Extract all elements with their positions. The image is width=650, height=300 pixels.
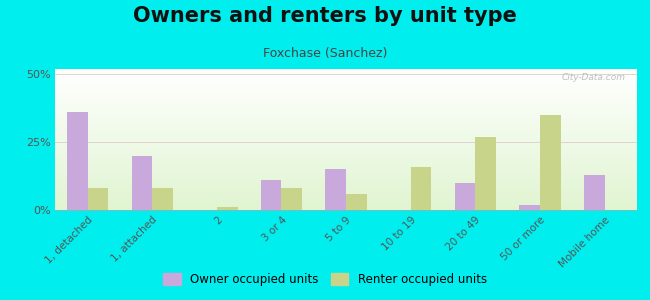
- Text: Foxchase (Sanchez): Foxchase (Sanchez): [263, 46, 387, 59]
- Bar: [519, 205, 540, 210]
- Bar: [261, 180, 281, 210]
- Text: Owners and renters by unit type: Owners and renters by unit type: [133, 6, 517, 26]
- Bar: [281, 188, 302, 210]
- Bar: [540, 115, 561, 210]
- Bar: [152, 188, 173, 210]
- Bar: [88, 188, 109, 210]
- Bar: [475, 137, 496, 210]
- Bar: [346, 194, 367, 210]
- Bar: [411, 167, 432, 210]
- Bar: [455, 183, 475, 210]
- Legend: Owner occupied units, Renter occupied units: Owner occupied units, Renter occupied un…: [159, 268, 491, 291]
- Bar: [326, 169, 346, 210]
- Bar: [131, 156, 152, 210]
- Bar: [217, 207, 237, 210]
- Bar: [67, 112, 88, 210]
- Bar: [584, 175, 605, 210]
- Text: City-Data.com: City-Data.com: [562, 73, 625, 82]
